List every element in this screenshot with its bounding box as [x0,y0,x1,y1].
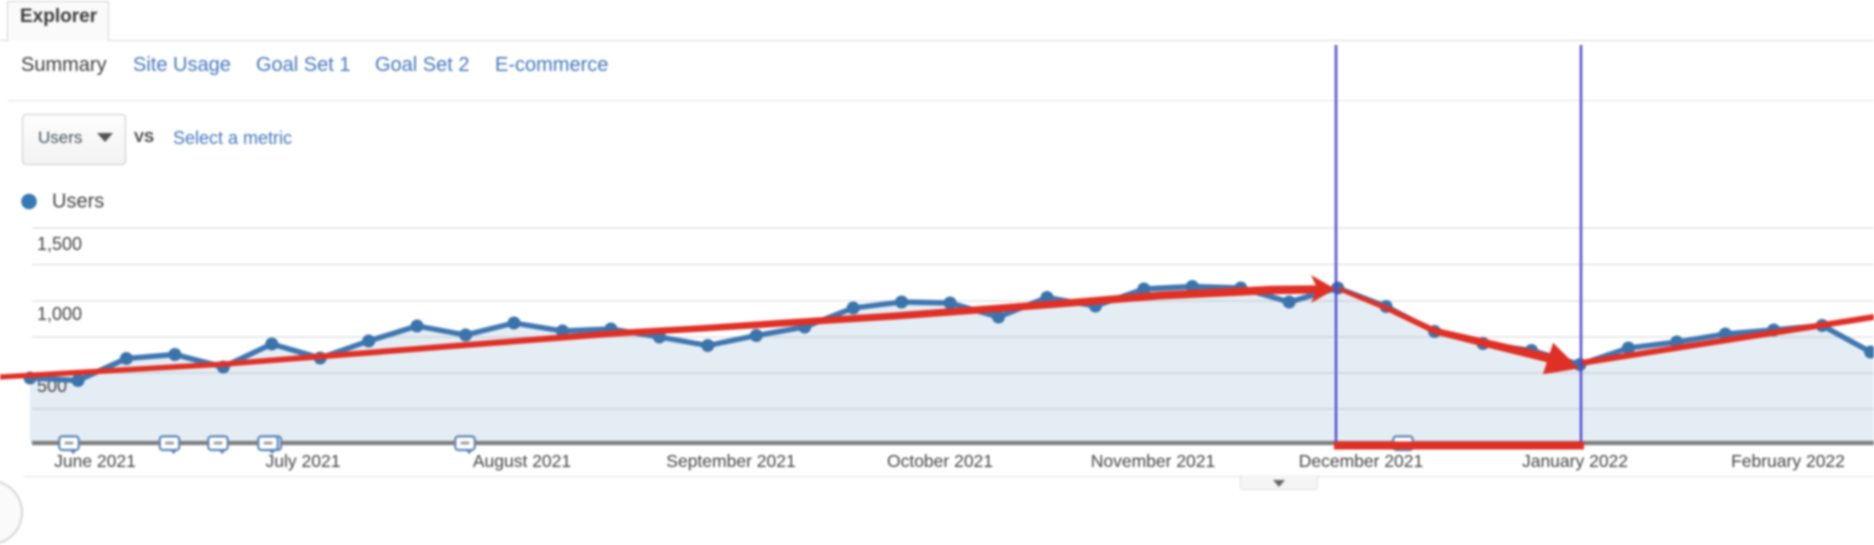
svg-text:July 2021: July 2021 [266,451,341,471]
svg-text:January 2022: January 2022 [1522,451,1628,471]
svg-text:February 2022: February 2022 [1731,451,1845,471]
svg-text:November 2021: November 2021 [1091,451,1216,471]
svg-text:August 2021: August 2021 [473,451,571,471]
svg-text:October 2021: October 2021 [887,451,993,471]
svg-text:1,500: 1,500 [37,234,82,254]
svg-text:June 2021: June 2021 [54,451,136,471]
svg-text:December 2021: December 2021 [1299,451,1424,471]
svg-text:September 2021: September 2021 [666,451,795,471]
svg-text:Users: Users [52,191,104,213]
svg-text:1,000: 1,000 [37,304,82,324]
